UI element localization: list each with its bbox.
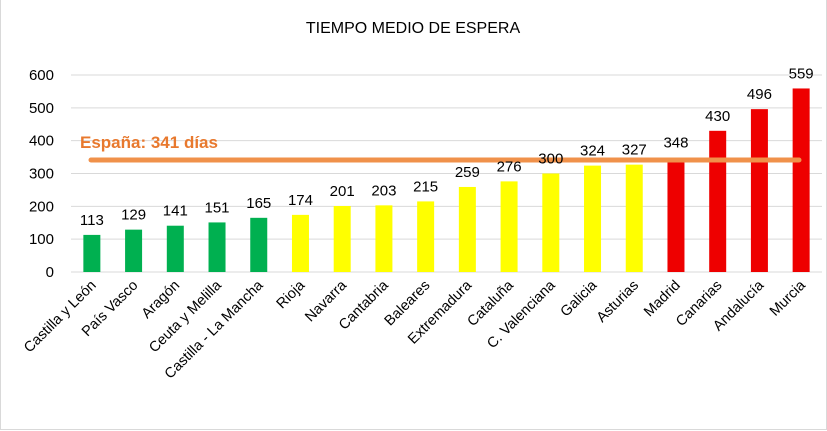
x-axis-label: Rioja — [274, 277, 309, 312]
y-tick-label: 400 — [29, 133, 54, 150]
data-label: 141 — [163, 203, 188, 220]
bar — [584, 165, 602, 272]
y-tick-label: 0 — [46, 264, 54, 281]
gridlines — [71, 74, 822, 273]
bar — [250, 217, 268, 272]
x-axis-label: Murcia — [767, 277, 810, 320]
data-label: 324 — [580, 143, 605, 160]
y-tick-label: 600 — [29, 67, 54, 84]
bar — [625, 164, 643, 272]
data-label: 327 — [622, 142, 647, 159]
data-label: 165 — [246, 195, 271, 212]
bar — [208, 222, 226, 272]
bar — [291, 214, 309, 272]
bar — [333, 206, 351, 272]
x-axis-label: Asturias — [594, 278, 642, 326]
y-axis-ticks: 0 100 200 300 400 500 600 — [29, 67, 54, 281]
y-tick-label: 300 — [29, 166, 54, 183]
data-label: 201 — [330, 183, 355, 200]
data-label: 348 — [663, 135, 688, 152]
bar — [375, 205, 393, 272]
bar — [125, 229, 143, 272]
data-label: 151 — [205, 199, 230, 216]
data-label: 559 — [789, 65, 814, 82]
data-label: 203 — [371, 182, 396, 199]
bar — [542, 173, 560, 272]
data-labels: 113 129 141 151 165 174 201 203 215 259 276 300 324 3… — [80, 65, 814, 228]
bar — [166, 225, 184, 272]
y-tick-label: 500 — [29, 100, 54, 117]
y-tick-label: 200 — [29, 198, 54, 215]
data-label: 259 — [455, 164, 480, 181]
data-label: 276 — [497, 158, 522, 175]
reference-line-label: España: 341 días — [80, 133, 218, 152]
bar — [83, 234, 101, 272]
bar — [709, 130, 727, 272]
data-label: 129 — [121, 207, 146, 224]
data-label: 496 — [747, 86, 772, 103]
data-label: 113 — [80, 212, 104, 229]
data-label: 215 — [413, 178, 438, 195]
bars — [83, 88, 810, 272]
bar — [792, 88, 810, 272]
data-label: 300 — [538, 151, 563, 168]
bar — [667, 157, 685, 272]
data-label: 174 — [288, 192, 313, 209]
reference-line-group: España: 341 días — [80, 133, 802, 163]
y-tick-label: 100 — [29, 231, 54, 248]
data-label: 430 — [705, 108, 730, 125]
chart-title: TIEMPO MEDIO DE ESPERA — [306, 20, 521, 37]
x-axis-label: Castilla y León — [21, 278, 100, 357]
bar — [750, 109, 768, 272]
bar — [417, 201, 435, 272]
bar — [500, 181, 518, 272]
bar — [458, 186, 476, 272]
x-axis-label: Ceuta y Melilla — [146, 277, 225, 356]
